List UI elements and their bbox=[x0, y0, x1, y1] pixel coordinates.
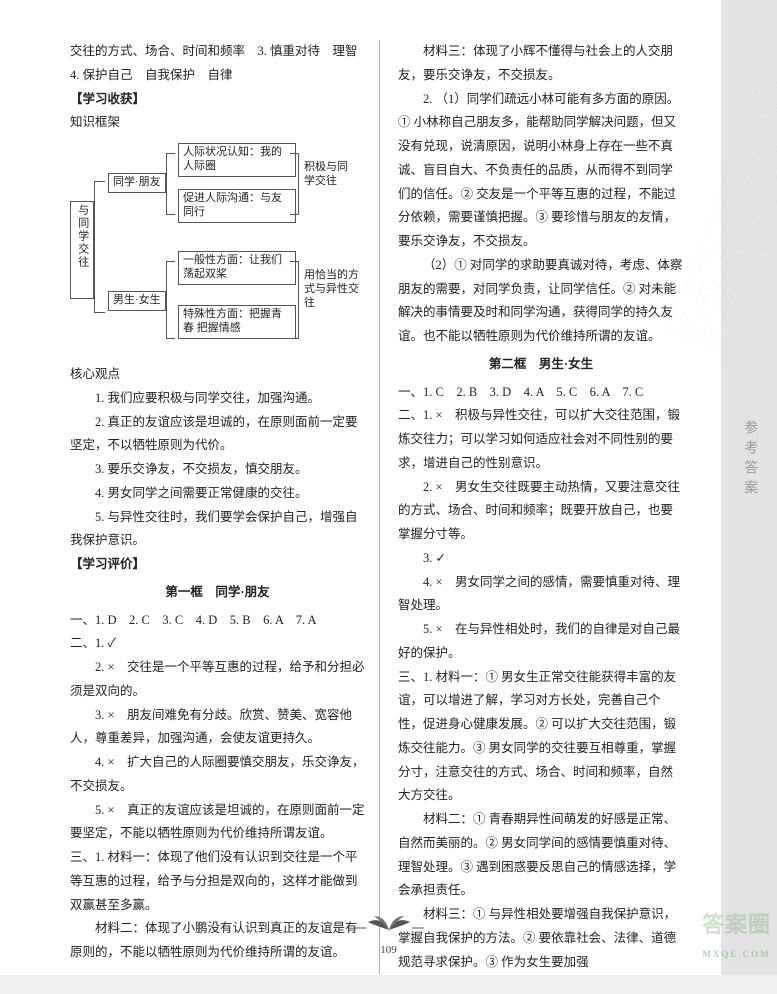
bracket-icon bbox=[290, 261, 299, 339]
text: 3. × 朋友间难免有分歧。欣赏、赞美、宽容他人，尊重差异，加强沟通，会使友谊更… bbox=[70, 704, 365, 752]
frame2-heading: 第二框 男生·女生 bbox=[398, 353, 684, 377]
text: 三、1. 材料一：① 男女生正常交往能获得丰富的友谊，可以增进了解，学习对方长处… bbox=[398, 666, 684, 809]
frame1-heading: 第一框 同学·朋友 bbox=[70, 581, 365, 605]
answer-row: 二、1. ✓ bbox=[70, 632, 365, 656]
bracket-icon bbox=[290, 153, 299, 215]
knowledge-diagram: 与同学交往 同学·朋友 人际状况认知：我的人际圈 促进人际沟通：与友同行 积极与… bbox=[70, 141, 365, 361]
text: 2. 真正的友谊应该是坦诚的，在原则面前一定要坚定，不以牺牲原则为代价。 bbox=[70, 411, 365, 459]
diagram-root: 与同学交往 bbox=[70, 201, 94, 299]
diagram-node: 人际状况认知：我的人际圈 bbox=[178, 143, 296, 177]
bracket-icon bbox=[166, 261, 175, 339]
text: 5. × 真正的友谊应该是坦诚的，在原则面前一定要坚定，不能以牺牲原则为代价维持… bbox=[70, 799, 365, 847]
left-column: 交往的方式、场合、时间和频率 3. 慎重对待 理智 4. 保护自己 自我保护 自… bbox=[70, 40, 375, 974]
text: 二、1. × 积极与异性交往，可以扩大交往范围，锻炼交往力；可以学习如何适应社会… bbox=[398, 404, 684, 475]
text: 三、1. 材料一：体现了他们没有认识到交往是一个平等互惠的过程，给予与分担是双向… bbox=[70, 846, 365, 917]
diagram-node: 一般性方面：让我们荡起双桨 bbox=[178, 251, 296, 285]
diagram-result: 积极与同学交往 bbox=[304, 161, 348, 189]
bracket-icon bbox=[166, 153, 175, 215]
subheading: 知识框架 bbox=[70, 111, 365, 135]
diagram-group2: 男生·女生 bbox=[108, 291, 166, 311]
watermark: 答案圈 MXQE.COM bbox=[702, 904, 771, 963]
answer-row: 一、1. D 2. C 3. C 4. D 5. B 6. A 7. A bbox=[70, 609, 365, 633]
text: 2. × 交往是一个平等互惠的过程，给予和分担必须是双向的。 bbox=[70, 656, 365, 704]
page-number: 109 bbox=[0, 940, 777, 961]
text: 4. × 扩大自己的人际圈要慎交朋友，乐交诤友，不交损友。 bbox=[70, 751, 365, 799]
heading-learn-gain: 【学习收获】 bbox=[70, 88, 365, 112]
diagram-node: 特殊性方面：把握青春 把握情感 bbox=[178, 305, 296, 339]
diagram-group1: 同学·朋友 bbox=[108, 173, 166, 193]
answer-row: 一、1. C 2. B 3. D 4. A 5. C 6. A 7. C bbox=[398, 381, 684, 405]
text: 5. 与异性交往时，我们要学会保护自己，增强自我保护意识。 bbox=[70, 506, 365, 554]
text: （2）① 对同学的求助要真诚对待，考虑、体察朋友的需要，对同学负责，让同学信任。… bbox=[398, 254, 684, 349]
core-heading: 核心观点 bbox=[70, 363, 365, 387]
right-column: 材料三：体现了小辉不懂得与社会上的人交朋友，要乐交诤友，不交损友。 2. （1）… bbox=[384, 40, 684, 974]
text: 4. 男女同学之间需要正常健康的交往。 bbox=[70, 482, 365, 506]
watermark-text: 答案圈 bbox=[702, 912, 771, 937]
page-footer: 109 bbox=[0, 914, 777, 961]
heading-evaluation: 【学习评价】 bbox=[70, 553, 365, 577]
diagram-result: 用恰当的方式与异性交往 bbox=[304, 269, 360, 310]
leaf-icon bbox=[354, 914, 424, 940]
diagram-node: 促进人际沟通：与友同行 bbox=[178, 189, 296, 223]
text: 交往的方式、场合、时间和频率 3. 慎重对待 理智 4. 保护自己 自我保护 自… bbox=[70, 40, 365, 88]
text: 2. （1）同学们疏远小林可能有多方面的原因。① 小林称自己朋友多，能帮助同学解… bbox=[398, 88, 684, 254]
text: 2. × 男女生交往既要主动热情，又要注意交往的方式、场合、时间和频率；既要开放… bbox=[398, 476, 684, 547]
bracket-icon bbox=[94, 181, 105, 313]
text: 1. 我们应要积极与同学交往，加强沟通。 bbox=[70, 387, 365, 411]
page-content: 交往的方式、场合、时间和频率 3. 慎重对待 理智 4. 保护自己 自我保护 自… bbox=[0, 0, 777, 994]
text: 3. ✓ bbox=[398, 547, 684, 571]
text: 材料二：① 青春期异性间萌发的好感是正常、自然而美丽的。② 男女同学间的感情要慎… bbox=[398, 808, 684, 903]
text: 4. × 男女同学之间的感情，需要慎重对待、理智处理。 bbox=[398, 571, 684, 619]
text: 5. × 在与异性相处时，我们的自律是对自己最好的保护。 bbox=[398, 618, 684, 666]
text: 3. 要乐交诤友，不交损友，慎交朋友。 bbox=[70, 458, 365, 482]
text: 材料三：体现了小辉不懂得与社会上的人交朋友，要乐交诤友，不交损友。 bbox=[398, 40, 684, 88]
watermark-url: MXQE.COM bbox=[702, 946, 771, 963]
column-divider bbox=[379, 40, 380, 974]
